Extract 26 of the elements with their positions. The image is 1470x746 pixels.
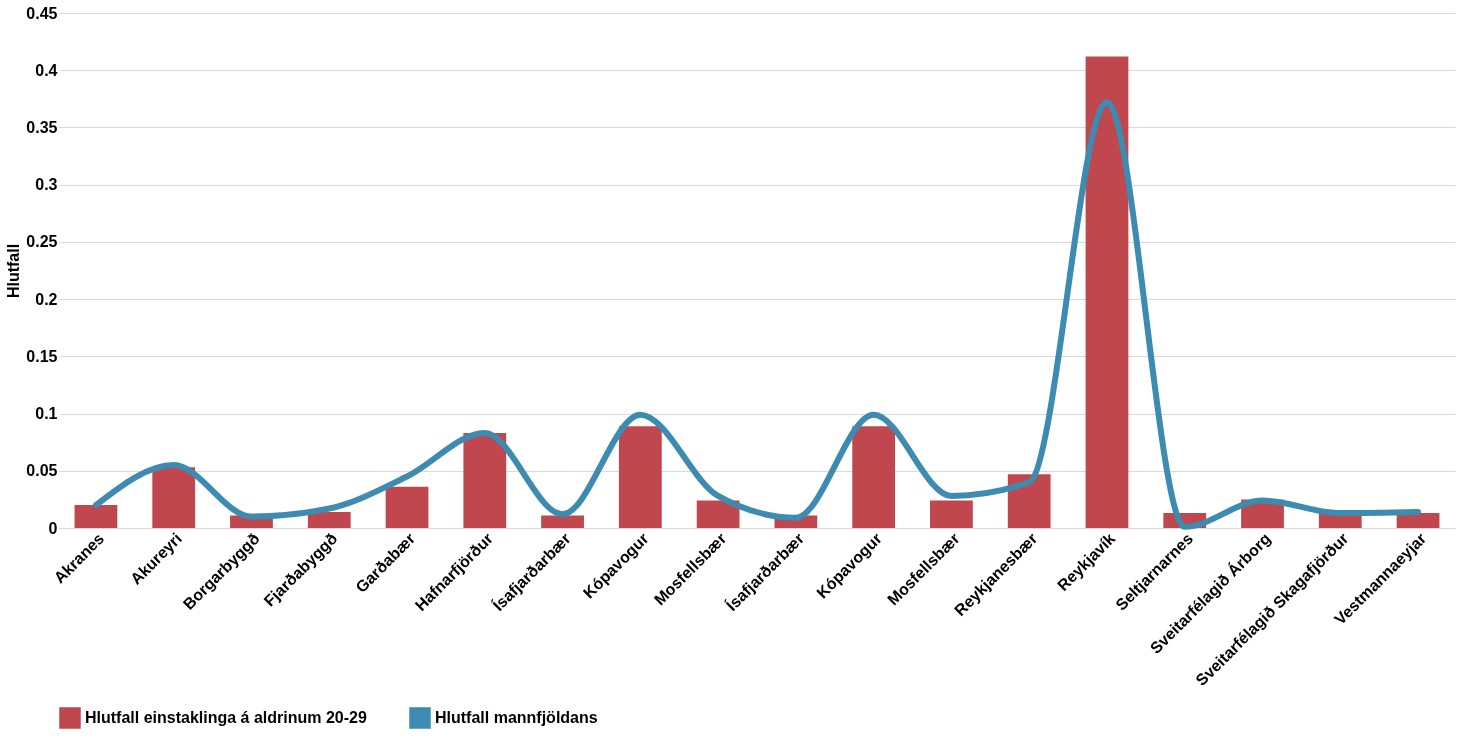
bar [74, 505, 118, 528]
bar [152, 467, 196, 528]
y-tick-label: 0.1 [35, 405, 58, 423]
y-tick-label: 0.2 [35, 290, 58, 308]
bar [1396, 513, 1440, 528]
y-axis-title: Hlutfall [5, 243, 23, 299]
y-tick-label: 0.05 [26, 462, 58, 480]
bar [307, 511, 351, 528]
bar [618, 426, 662, 528]
legend-label: Hlutfall einstaklinga á aldrinum 20-29 [85, 709, 367, 726]
y-tick-label: 0.4 [35, 61, 58, 79]
bar [1085, 56, 1129, 528]
y-tick-label: 0 [48, 519, 58, 537]
y-tick-label: 0.35 [26, 118, 58, 136]
y-tick-label: 0.15 [26, 347, 58, 365]
bar [1007, 474, 1051, 528]
bar [852, 426, 896, 528]
bar [385, 486, 429, 528]
bar [696, 500, 740, 528]
y-tick-label: 0.25 [26, 233, 58, 251]
legend-label: Hlutfall mannfjöldans [435, 709, 598, 726]
y-tick-label: 0.3 [35, 176, 58, 194]
bar [541, 515, 584, 528]
y-tick-label: 0.45 [26, 4, 58, 22]
bar [930, 500, 973, 528]
bar [463, 433, 507, 528]
